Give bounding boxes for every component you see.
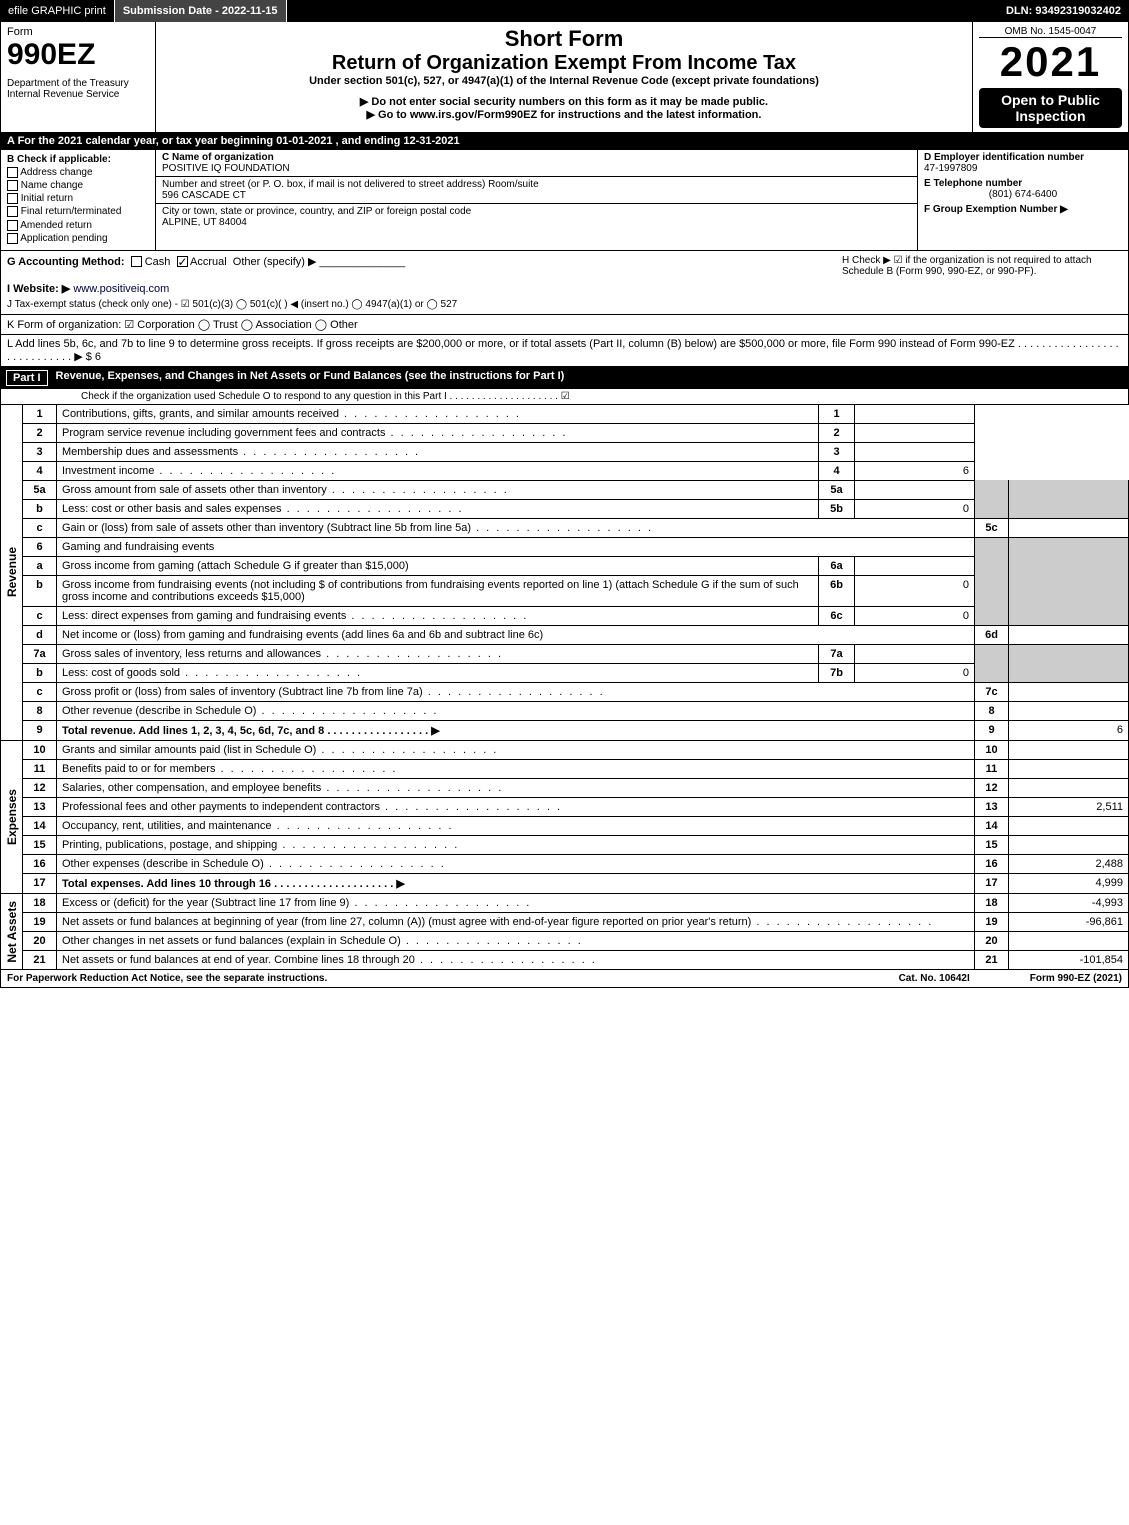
check-name-change[interactable]: Name change [7, 180, 149, 191]
net-assets-table: 18Excess or (deficit) for the year (Subt… [22, 894, 1129, 970]
f-group-label: F Group Exemption Number ▶ [924, 204, 1068, 215]
expenses-side-label: Expenses [0, 741, 22, 894]
return-title: Return of Organization Exempt From Incom… [162, 52, 966, 75]
d-ein-label: D Employer identification number [924, 152, 1084, 163]
check-initial-return[interactable]: Initial return [7, 193, 149, 204]
check-address-change[interactable]: Address change [7, 167, 149, 178]
line-k: K Form of organization: ☑ Corporation ◯ … [0, 315, 1129, 335]
website-link[interactable]: www.positiveiq.com [73, 283, 169, 295]
ssn-warning: ▶ Do not enter social security numbers o… [162, 95, 966, 108]
open-public-badge: Open to Public Inspection [979, 88, 1122, 128]
revenue-table: 1Contributions, gifts, grants, and simil… [22, 405, 1129, 741]
goto-link[interactable]: ▶ Go to www.irs.gov/Form990EZ for instru… [162, 108, 966, 121]
g-cash-check[interactable] [131, 256, 142, 267]
row-a-tax-year: A For the 2021 calendar year, or tax yea… [0, 133, 1129, 150]
cat-no: Cat. No. 10642I [899, 973, 970, 984]
dept-label: Department of the Treasury Internal Reve… [7, 78, 149, 100]
g-accounting-label: G Accounting Method: [7, 256, 125, 268]
efile-print-label[interactable]: efile GRAPHIC print [0, 0, 115, 22]
dln-label: DLN: 93492319032402 [998, 0, 1129, 22]
j-tax-exempt: J Tax-exempt status (check only one) - ☑… [7, 299, 1122, 310]
org-name: POSITIVE IQ FOUNDATION [162, 163, 290, 174]
tax-year: 2021 [979, 38, 1122, 86]
b-label: B Check if applicable: [7, 154, 149, 165]
h-check-schedule-b: H Check ▶ ☑ if the organization is not r… [842, 255, 1122, 277]
omb-number: OMB No. 1545-0047 [979, 26, 1122, 38]
i-website-label: I Website: ▶ [7, 283, 70, 295]
revenue-side-label: Revenue [0, 405, 22, 741]
part-1-check-o: Check if the organization used Schedule … [0, 389, 1129, 405]
g-accrual-check[interactable] [177, 256, 188, 267]
under-section: Under section 501(c), 527, or 4947(a)(1)… [162, 75, 966, 87]
line-l: L Add lines 5b, 6c, and 7b to line 9 to … [0, 335, 1129, 367]
section-bcdef: B Check if applicable: Address change Na… [0, 150, 1129, 251]
org-street: 596 CASCADE CT [162, 190, 246, 201]
form-header: Form 990EZ Department of the Treasury In… [0, 22, 1129, 133]
form-word: Form [7, 26, 149, 38]
phone-value: (801) 674-6400 [924, 189, 1122, 200]
check-amended-return[interactable]: Amended return [7, 220, 149, 231]
form-number: 990EZ [7, 38, 149, 72]
submission-date-button[interactable]: Submission Date - 2022-11-15 [115, 0, 287, 22]
top-bar: efile GRAPHIC print Submission Date - 20… [0, 0, 1129, 22]
part-1-label: Part I [6, 370, 48, 386]
paperwork-notice: For Paperwork Reduction Act Notice, see … [7, 973, 327, 984]
part-1-header: Part I Revenue, Expenses, and Changes in… [0, 367, 1129, 389]
check-final-return[interactable]: Final return/terminated [7, 206, 149, 217]
ein-value: 47-1997809 [924, 163, 977, 174]
org-city: ALPINE, UT 84004 [162, 217, 247, 228]
expenses-table: 10Grants and similar amounts paid (list … [22, 741, 1129, 894]
c-city-label: City or town, state or province, country… [162, 206, 471, 217]
c-name-label: C Name of organization [162, 152, 274, 163]
check-application-pending[interactable]: Application pending [7, 233, 149, 244]
net-assets-side-label: Net Assets [0, 894, 22, 970]
short-form-title: Short Form [162, 26, 966, 52]
form-id-footer: Form 990-EZ (2021) [1030, 973, 1122, 984]
part-1-title: Revenue, Expenses, and Changes in Net As… [56, 370, 565, 386]
page-footer: For Paperwork Reduction Act Notice, see … [0, 970, 1129, 988]
c-addr-label: Number and street (or P. O. box, if mail… [162, 179, 539, 190]
e-phone-label: E Telephone number [924, 178, 1022, 189]
section-ghij: H Check ▶ ☑ if the organization is not r… [0, 251, 1129, 315]
